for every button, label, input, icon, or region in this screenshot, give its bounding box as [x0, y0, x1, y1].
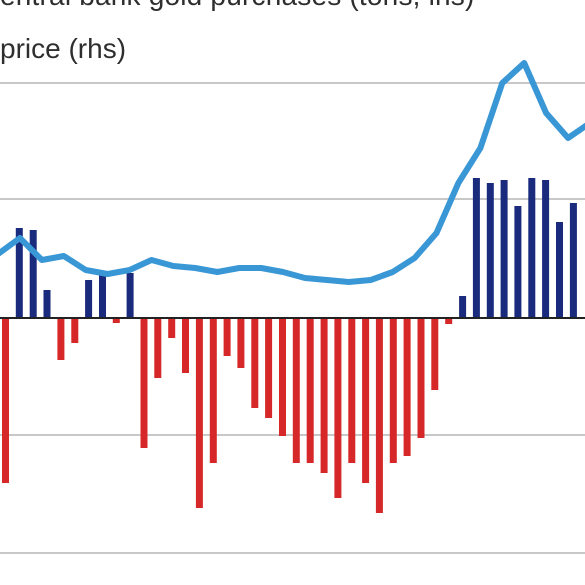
bar-39 — [542, 180, 550, 318]
bar-10 — [140, 318, 148, 448]
bar-19 — [265, 318, 273, 418]
bar-23 — [320, 318, 328, 473]
bar-21 — [292, 318, 300, 463]
bar-25 — [348, 318, 356, 463]
bar-38 — [528, 178, 536, 318]
bar-15 — [209, 318, 217, 463]
bar-17 — [237, 318, 245, 368]
bar-30 — [417, 318, 425, 438]
bar-29 — [403, 318, 411, 456]
bar-2 — [29, 230, 37, 318]
bar-12 — [168, 318, 176, 338]
price-line — [0, 60, 585, 285]
bar-9 — [126, 273, 134, 318]
bar-40 — [556, 222, 563, 318]
bar-33 — [459, 296, 467, 318]
bar-41 — [569, 203, 577, 318]
bar-series — [2, 178, 577, 513]
bar-14 — [195, 318, 203, 508]
bar-24 — [334, 318, 342, 498]
bar-31 — [431, 318, 439, 390]
bar-28 — [389, 318, 397, 463]
bar-20 — [279, 318, 286, 436]
bar-8 — [112, 318, 120, 323]
bar-0 — [2, 318, 9, 483]
bar-26 — [362, 318, 370, 483]
legend-price-label: price (rhs) — [0, 33, 127, 64]
bar-36 — [500, 180, 508, 318]
bar-16 — [223, 318, 231, 356]
bar-35 — [486, 183, 494, 318]
bar-32 — [445, 318, 453, 324]
bar-11 — [154, 318, 162, 378]
bar-4 — [57, 318, 65, 360]
bar-27 — [375, 318, 383, 513]
bar-37 — [514, 206, 522, 318]
bar-7 — [99, 274, 106, 318]
legend-bars-label: entral bank gold purchases (tons, lhs) — [0, 0, 475, 12]
bar-1 — [15, 228, 23, 318]
bar-34 — [472, 178, 480, 318]
bar-22 — [306, 318, 314, 463]
bar-5 — [71, 318, 79, 343]
bar-6 — [85, 280, 93, 318]
bar-3 — [43, 290, 51, 318]
bar-18 — [251, 318, 259, 408]
bar-13 — [182, 318, 189, 373]
